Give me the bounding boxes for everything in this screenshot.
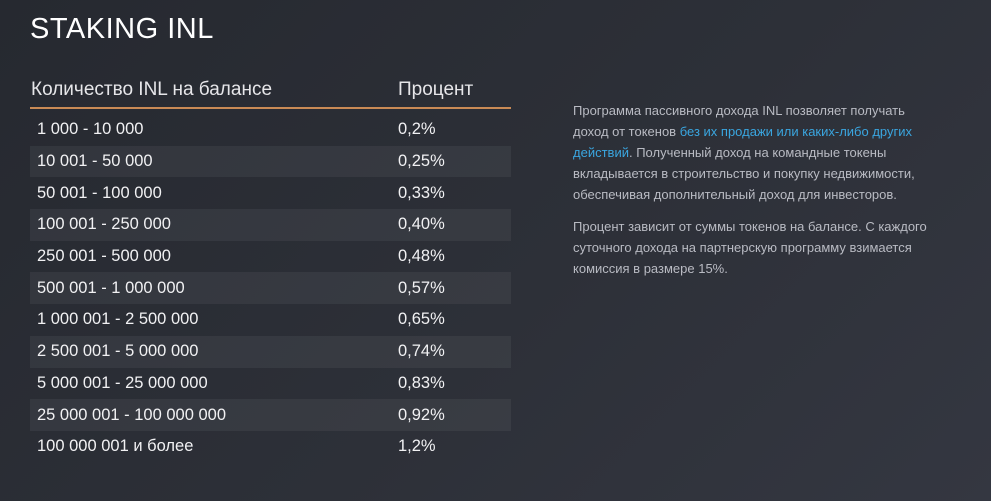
percent-cell: 0,57%: [398, 278, 445, 297]
percent-cell: 0,33%: [398, 183, 445, 202]
percent-cell: 0,83%: [398, 373, 445, 392]
description-paragraph-2: Процент зависит от суммы токенов на бала…: [573, 219, 927, 276]
amount-cell: 100 001 - 250 000: [37, 215, 171, 234]
amount-cell: 1 000 - 10 000: [37, 120, 144, 139]
table-row: 1 000 001 - 2 500 000 0,65%: [30, 304, 511, 336]
amount-cell: 100 000 001 и более: [37, 437, 194, 456]
description-paragraph-1: Программа пассивного дохода INL позволяе…: [573, 100, 943, 205]
amount-cell: 10 001 - 50 000: [37, 152, 153, 171]
table-row: 5 000 001 - 25 000 000 0,83%: [30, 368, 511, 400]
amount-cell: 5 000 001 - 25 000 000: [37, 373, 208, 392]
description-text: Программа пассивного дохода INL позволяе…: [573, 103, 905, 139]
staking-rates-table: Количество INL на балансе Процент 1 000 …: [30, 72, 511, 463]
table-row: 100 001 - 250 000 0,40%: [30, 209, 511, 241]
table-header: Количество INL на балансе Процент: [30, 72, 511, 109]
percent-cell: 0,74%: [398, 342, 445, 361]
program-description: Программа пассивного дохода INL позволяе…: [573, 100, 943, 290]
amount-cell: 2 500 001 - 5 000 000: [37, 342, 199, 361]
table-row: 25 000 001 - 100 000 000 0,92%: [30, 399, 511, 431]
amount-cell: 50 001 - 100 000: [37, 183, 162, 202]
no-sale-link[interactable]: без их продажи или каких-либо других дей…: [573, 124, 913, 160]
description-text: . Полученный доход на командные токены в…: [573, 145, 915, 202]
percent-cell: 0,48%: [398, 247, 445, 266]
percent-cell: 0,65%: [398, 310, 445, 329]
page-title: STAKING INL: [30, 13, 214, 45]
table-row: 250 001 - 500 000 0,48%: [30, 241, 511, 273]
table-body: 1 000 - 10 000 0,2% 10 001 - 50 000 0,25…: [30, 114, 511, 463]
amount-cell: 500 001 - 1 000 000: [37, 278, 185, 297]
table-row: 500 001 - 1 000 000 0,57%: [30, 272, 511, 305]
amount-cell: 25 000 001 - 100 000 000: [37, 405, 227, 424]
percent-cell: 0,92%: [398, 405, 445, 424]
percent-cell: 0,25%: [398, 152, 445, 171]
percent-cell: 0,40%: [398, 215, 445, 234]
table-row: 50 001 - 100 000 0,33%: [30, 177, 511, 209]
amount-cell: 1 000 001 - 2 500 000: [37, 310, 199, 329]
table-row: 2 500 001 - 5 000 000 0,74%: [30, 335, 511, 368]
percent-cell: 1,2%: [398, 437, 436, 456]
header-percent: Процент: [398, 78, 474, 100]
percent-cell: 0,2%: [398, 120, 436, 139]
table-row: 10 001 - 50 000 0,25%: [30, 145, 511, 178]
table-row: 100 000 001 и более 1,2%: [30, 431, 511, 463]
header-amount: Количество INL на балансе: [31, 78, 273, 100]
amount-cell: 250 001 - 500 000: [37, 247, 171, 266]
table-row: 1 000 - 10 000 0,2%: [30, 114, 511, 146]
